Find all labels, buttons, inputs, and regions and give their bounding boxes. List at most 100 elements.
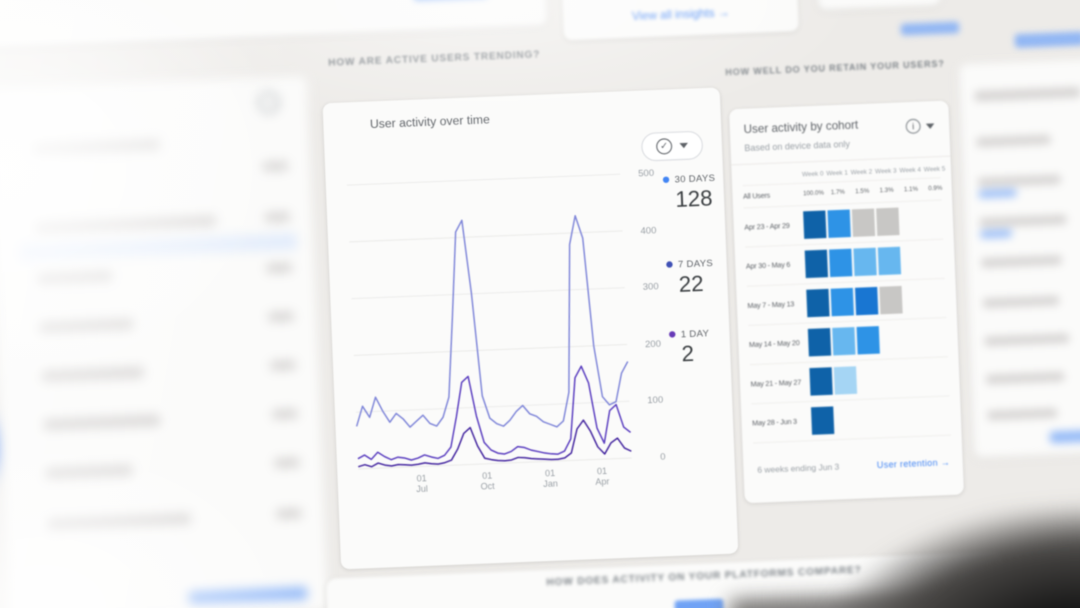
cohort-cell <box>879 285 903 315</box>
x-tick-label: 01 Apr <box>595 465 610 488</box>
chevron-down-icon <box>925 122 935 129</box>
x-tick-label: 01 Jul <box>416 472 429 495</box>
view-all-insights-label: View all insights <box>631 7 715 24</box>
right-list-card <box>958 58 1080 459</box>
cohort-info-control[interactable]: i <box>905 118 935 135</box>
cohort-date-label: May 28 - Jun 3 <box>752 417 798 428</box>
blurred-row-label <box>45 464 133 480</box>
top-right-partial-card <box>813 0 942 11</box>
y-tick-label: 300 <box>642 281 659 293</box>
top-left-partial-card <box>0 0 548 48</box>
cohort-cell-empty <box>904 285 927 313</box>
arrow-right-icon: → <box>717 6 730 20</box>
blurred-row <box>984 333 1070 347</box>
blurred-sublink[interactable] <box>978 188 1017 198</box>
week-column-header: Week 0 <box>801 171 824 179</box>
cohort-cell-empty <box>882 364 905 392</box>
cohort-cell <box>803 210 827 239</box>
cohort-heatmap: Week 0 Week 1 Week 2 Week 3 Week 4 Week 5 All … <box>742 162 954 444</box>
cohort-cell <box>804 249 829 279</box>
section-platforms-title: HOW DOES ACTIVITY ON YOUR PLATFORMS COMP… <box>546 564 862 589</box>
week-column-header: Week 1 <box>826 170 848 178</box>
cohort-cell-empty <box>907 363 930 391</box>
blurred-row <box>979 214 1067 228</box>
cohort-cell <box>877 246 902 276</box>
cohort-cell-empty <box>925 206 948 234</box>
blurred-row-label <box>43 414 161 431</box>
legend-1-day[interactable]: 1 DAY 2 <box>668 326 745 368</box>
blurred-row-label <box>39 317 134 334</box>
week-column-header: Week 5 <box>923 166 946 174</box>
line-chart-svg <box>346 173 632 470</box>
x-tick-label: 01 Jan <box>543 467 558 490</box>
legend-value: 128 <box>674 186 713 213</box>
legend-7-days[interactable]: 7 DAYS 22 <box>666 256 742 298</box>
cohort-cell <box>851 208 876 237</box>
chart-title: User activity over time <box>369 113 491 132</box>
legend-value: 2 <box>681 342 695 367</box>
platform-chip-button[interactable] <box>674 598 724 608</box>
blurred-row <box>981 255 1062 268</box>
cohort-cell <box>827 209 851 238</box>
blurred-row-label <box>37 269 113 285</box>
user-retention-link[interactable]: User retention → <box>876 456 951 471</box>
cohort-cell-empty <box>884 403 907 431</box>
blurred-row-value <box>276 508 302 519</box>
y-tick-label: 0 <box>659 451 666 463</box>
legend-label: 7 DAYS <box>677 257 714 270</box>
blurred-row-label <box>47 512 191 531</box>
cohort-subtitle: Based on device data only <box>744 138 851 154</box>
blurred-link[interactable] <box>1014 31 1080 48</box>
blurred-link[interactable] <box>900 21 960 36</box>
all-users-value: 0.9% <box>928 185 943 193</box>
blurred-link[interactable] <box>188 586 308 605</box>
legend-dot-icon <box>666 261 673 268</box>
cohort-cell-empty <box>930 323 953 351</box>
week-column-header: Week 2 <box>850 169 873 177</box>
chevron-down-icon <box>679 142 689 149</box>
line-chart-plot <box>346 173 632 470</box>
x-tick-label: 01 Oct <box>480 469 495 492</box>
cohort-cell <box>854 286 879 316</box>
section-retain-title: HOW WELL DO YOU RETAIN YOUR USERS? <box>725 58 945 78</box>
cohort-date-label: May 14 - May 20 <box>748 339 800 349</box>
cohort-cell-empty <box>931 362 954 390</box>
all-users-value: 1.7% <box>830 189 846 197</box>
cohort-cell <box>856 326 880 355</box>
blurred-row <box>976 134 1051 148</box>
blurred-sublink[interactable] <box>979 229 1013 239</box>
check-circle-icon[interactable] <box>257 91 280 114</box>
cohort-cell-empty <box>901 207 924 235</box>
blurred-row-label <box>32 138 160 156</box>
cohort-cell <box>810 406 835 435</box>
blurred-link[interactable] <box>413 0 488 2</box>
cohort-cell-empty <box>835 405 858 433</box>
cohort-cell-empty <box>905 324 928 352</box>
legend-30-days[interactable]: 30 DAYS 128 <box>662 172 739 214</box>
blurred-link[interactable] <box>1049 429 1080 444</box>
blurred-row-label <box>41 366 144 382</box>
cohort-title: User activity by cohort <box>743 118 859 137</box>
view-all-insights-link[interactable]: View all insights → <box>563 4 799 26</box>
highlighted-row[interactable] <box>19 232 298 261</box>
cohort-cell <box>832 327 856 356</box>
y-axis: 0 100 200 300 400 500 <box>627 167 670 462</box>
legend-value: 22 <box>678 271 704 297</box>
cohort-cell-empty <box>881 325 904 353</box>
y-tick-label: 500 <box>637 167 655 179</box>
metric-selector-button[interactable]: ✓ <box>640 130 704 162</box>
legend-label: 1 DAY <box>680 327 710 340</box>
cohort-row: May 28 - Jun 3 <box>751 396 952 444</box>
all-users-value: 1.3% <box>879 187 894 195</box>
section-trending-title: HOW ARE ACTIVE USERS TRENDING? <box>328 49 541 70</box>
y-tick-label: 400 <box>640 224 657 236</box>
blurred-title <box>974 86 1080 102</box>
cohort-cell-empty <box>902 246 925 274</box>
blurred-row-value <box>270 360 297 371</box>
cohort-cell-empty <box>928 284 951 312</box>
cohort-cell-empty <box>933 402 956 430</box>
blurred-row <box>982 295 1060 309</box>
cohort-cell-empty <box>858 365 881 393</box>
week-column-header: Week 4 <box>899 167 922 175</box>
